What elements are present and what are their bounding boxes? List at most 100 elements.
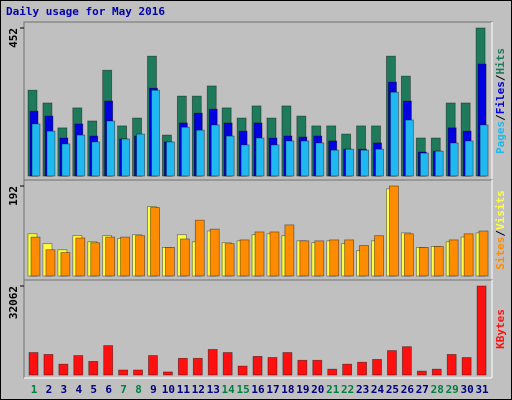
bar bbox=[315, 142, 325, 177]
x-tick-label: 13 bbox=[207, 383, 220, 396]
legend-separator: / bbox=[494, 114, 507, 121]
bar bbox=[225, 135, 235, 177]
x-tick-label: 12 bbox=[192, 383, 205, 396]
bar bbox=[314, 240, 325, 277]
x-tick-label: 7 bbox=[120, 383, 127, 396]
bar bbox=[360, 149, 369, 177]
bar bbox=[73, 355, 84, 376]
bar bbox=[136, 133, 145, 177]
bar bbox=[30, 236, 41, 277]
x-tick-label: 11 bbox=[177, 383, 191, 396]
chart-title: Daily usage for May 2016 bbox=[6, 5, 165, 18]
bar bbox=[239, 239, 250, 277]
x-tick-label: 27 bbox=[416, 383, 429, 396]
bar bbox=[284, 224, 295, 277]
bar bbox=[478, 230, 489, 277]
x-tick-label: 26 bbox=[401, 383, 415, 396]
bar bbox=[359, 245, 369, 277]
x-tick-label: 17 bbox=[266, 383, 279, 396]
bar bbox=[433, 246, 444, 277]
legend-entry: Pages bbox=[494, 121, 507, 154]
bar bbox=[88, 360, 99, 376]
x-tick-label: 21 bbox=[326, 383, 340, 396]
bar bbox=[31, 123, 41, 177]
y-tick-label: 192 bbox=[7, 186, 20, 206]
bar bbox=[121, 138, 131, 177]
bar bbox=[327, 368, 338, 376]
bar bbox=[270, 144, 280, 177]
x-tick-label: 31 bbox=[475, 383, 489, 396]
bar bbox=[28, 352, 39, 376]
x-tick-label: 5 bbox=[90, 383, 97, 396]
bar bbox=[207, 349, 218, 376]
bar bbox=[448, 239, 459, 277]
bar bbox=[463, 233, 474, 277]
bar bbox=[285, 140, 295, 177]
x-tick-label: 10 bbox=[162, 383, 175, 396]
x-tick-label: 20 bbox=[311, 383, 324, 396]
bar bbox=[133, 369, 143, 376]
bar bbox=[135, 235, 145, 277]
bar bbox=[389, 185, 399, 277]
legend-entry: Hits bbox=[494, 48, 507, 75]
x-tick-label: 29 bbox=[446, 383, 459, 396]
bar bbox=[103, 345, 114, 376]
bar bbox=[224, 243, 235, 277]
bar bbox=[166, 141, 175, 177]
bar bbox=[148, 355, 158, 376]
bar bbox=[240, 144, 250, 177]
bar bbox=[282, 352, 293, 376]
x-tick-label: 23 bbox=[356, 383, 369, 396]
bar bbox=[418, 247, 429, 277]
bar bbox=[449, 142, 459, 177]
legend-entry: Files bbox=[494, 81, 507, 114]
bar bbox=[90, 242, 101, 277]
bar bbox=[255, 137, 265, 177]
x-tick-label: 14 bbox=[222, 383, 236, 396]
bar bbox=[106, 120, 116, 177]
bar bbox=[165, 247, 175, 277]
legend: Sites/Visits bbox=[494, 190, 507, 270]
bar bbox=[401, 346, 412, 376]
bar bbox=[150, 207, 160, 277]
bar bbox=[344, 239, 355, 277]
x-tick-label: 19 bbox=[296, 383, 309, 396]
legend-entry: Visits bbox=[494, 190, 507, 230]
y-tick-label: 32062 bbox=[7, 286, 20, 319]
bar bbox=[464, 140, 474, 177]
legend: Pages/Files/Hits bbox=[494, 48, 507, 154]
bar bbox=[330, 149, 340, 177]
x-tick-label: 1 bbox=[31, 383, 38, 396]
bar bbox=[210, 124, 220, 177]
bar bbox=[105, 236, 116, 277]
x-tick-label: 9 bbox=[150, 383, 157, 396]
bar bbox=[222, 352, 233, 376]
bar bbox=[195, 129, 205, 177]
bar bbox=[151, 89, 160, 177]
x-tick-label: 18 bbox=[281, 383, 294, 396]
bar bbox=[61, 143, 71, 177]
bar bbox=[45, 249, 56, 277]
bar bbox=[357, 361, 367, 376]
x-tick-label: 28 bbox=[431, 383, 444, 396]
bar bbox=[434, 150, 444, 177]
bar bbox=[118, 369, 129, 376]
bar bbox=[446, 354, 457, 376]
bar bbox=[419, 152, 429, 177]
bar bbox=[375, 148, 384, 177]
x-tick-label: 25 bbox=[386, 383, 399, 396]
bar bbox=[209, 228, 220, 277]
bar bbox=[479, 124, 489, 177]
bar bbox=[329, 239, 340, 277]
bar bbox=[76, 134, 86, 177]
bar bbox=[46, 130, 56, 177]
bar bbox=[163, 371, 173, 376]
bar bbox=[252, 356, 263, 376]
bar bbox=[192, 357, 203, 376]
bar bbox=[416, 370, 427, 376]
bar bbox=[476, 285, 487, 376]
bar bbox=[342, 363, 353, 376]
bar bbox=[387, 350, 397, 376]
bar bbox=[194, 219, 205, 277]
